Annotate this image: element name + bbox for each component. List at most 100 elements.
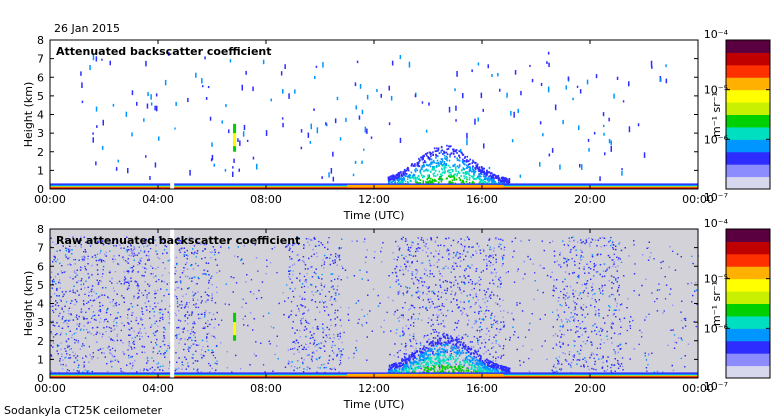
noise-pixel — [580, 365, 582, 367]
cloud-pixel — [392, 178, 395, 181]
colorbar-label: m⁻¹ sr⁻¹ — [710, 92, 723, 137]
echo-pixel — [315, 65, 318, 68]
noise-pixel — [578, 294, 580, 296]
noise-pixel — [328, 237, 330, 239]
noise-pixel — [432, 353, 434, 355]
noise-pixel — [68, 250, 70, 252]
noise-pixel — [192, 322, 194, 325]
noise-pixel — [410, 340, 412, 343]
colorbar-step — [726, 102, 770, 115]
cloud-pixel — [504, 178, 506, 180]
noise-pixel — [269, 262, 272, 264]
noise-pixel — [580, 256, 582, 258]
echo-pixel — [482, 108, 484, 112]
noise-pixel — [417, 243, 419, 245]
echo-pixel — [579, 89, 582, 94]
noise-pixel — [163, 331, 165, 333]
cloud-pixel — [419, 179, 422, 181]
noise-pixel — [194, 304, 196, 306]
cloud-pixel — [472, 180, 474, 183]
noise-pixel — [278, 302, 280, 305]
noise-pixel — [463, 334, 465, 336]
noise-pixel — [616, 290, 619, 293]
noise-pixel — [449, 281, 451, 283]
echo-pixel — [603, 132, 605, 136]
noise-pixel — [663, 310, 665, 312]
echo-pixel — [660, 78, 662, 82]
cloud-pixel — [418, 165, 421, 167]
echo-pixel — [593, 131, 596, 135]
y-tick-label: 6 — [37, 71, 44, 84]
data-gap — [170, 40, 175, 189]
echo-pixel — [542, 133, 544, 137]
cloud-pixel — [437, 181, 440, 184]
cloud-pixel — [437, 162, 439, 164]
cloud-pixel — [414, 170, 417, 173]
noise-pixel — [99, 280, 101, 282]
cloud-pixel — [462, 167, 465, 170]
noise-pixel — [128, 357, 130, 359]
cloud-pixel — [449, 166, 451, 169]
noise-pixel — [253, 353, 255, 355]
cloud-pixel — [454, 163, 456, 166]
noise-pixel — [162, 318, 164, 321]
noise-pixel — [622, 365, 624, 368]
cloud-pixel — [483, 180, 486, 183]
noise-pixel — [585, 306, 587, 308]
cloud-pixel — [429, 182, 432, 185]
cloud-pixel — [466, 171, 469, 174]
cloud-pixel — [414, 163, 416, 165]
noise-pixel — [178, 342, 180, 344]
noise-pixel — [140, 238, 142, 241]
noise-pixel — [186, 302, 188, 304]
noise-pixel — [216, 272, 218, 274]
cloud-pixel — [404, 168, 406, 171]
noise-pixel — [479, 330, 481, 332]
noise-pixel — [467, 323, 469, 325]
noise-pixel — [455, 292, 457, 294]
echo-pixel — [158, 136, 160, 141]
cloud-pixel — [492, 176, 494, 178]
noise-pixel — [406, 287, 409, 289]
cloud-pixel — [389, 175, 392, 178]
noise-pixel — [571, 237, 573, 239]
noise-pixel — [341, 341, 343, 344]
echo-pixel — [195, 72, 197, 78]
echo-pixel — [187, 97, 189, 103]
noise-pixel — [142, 266, 144, 268]
cloud-pixel — [441, 164, 444, 167]
noise-pixel — [223, 260, 226, 262]
noise-pixel — [403, 257, 405, 259]
echo-pixel — [96, 125, 98, 128]
noise-pixel — [457, 320, 460, 322]
y-tick-label: 8 — [37, 34, 44, 47]
noise-pixel — [447, 248, 449, 250]
noise-pixel — [140, 319, 142, 321]
noise-pixel — [83, 366, 85, 368]
noise-pixel — [102, 260, 105, 262]
noise-pixel — [475, 302, 477, 304]
noise-pixel — [619, 258, 621, 260]
cloud-pixel — [465, 180, 468, 183]
noise-pixel — [54, 275, 57, 278]
echo-pixel — [548, 153, 551, 157]
noise-pixel — [189, 337, 192, 339]
noise-pixel — [618, 284, 620, 287]
noise-pixel — [110, 308, 112, 310]
noise-pixel — [488, 310, 490, 312]
noise-pixel — [52, 278, 55, 281]
noise-pixel — [697, 255, 700, 257]
noise-pixel — [610, 236, 612, 239]
cloud-pixel — [427, 157, 430, 160]
echo-pixel — [650, 60, 653, 67]
noise-pixel — [419, 342, 422, 344]
colorbar-step — [726, 52, 770, 66]
noise-pixel — [423, 241, 425, 243]
noise-pixel — [98, 240, 100, 242]
noise-pixel — [513, 334, 515, 336]
noise-pixel — [94, 236, 96, 238]
cloud-pixel — [456, 152, 458, 154]
echo-pixel — [454, 88, 456, 92]
noise-pixel — [489, 335, 491, 337]
